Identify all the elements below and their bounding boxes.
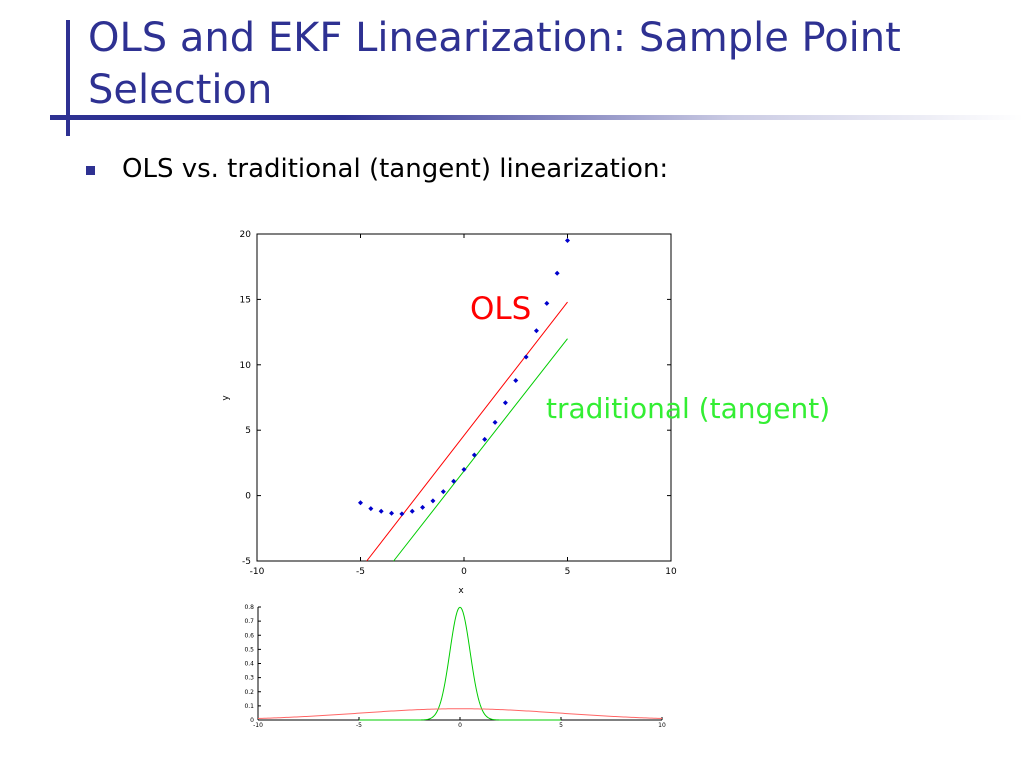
chart1-xtick-label: -10: [250, 567, 265, 577]
chart2-axes: 0 0.1 0.2 0.3 0.4 0.5 0.6 0.7 0.8 -10 -5 0 5 10: [244, 604, 666, 729]
ols-line: [366, 301, 568, 562]
chart1-xtick-label: 5: [565, 567, 571, 577]
scatter-point: [409, 508, 415, 514]
chart1-ytick-label: 0: [245, 492, 251, 502]
scatter-point: [420, 504, 426, 510]
chart2-ytick-label: 0.3: [244, 675, 254, 682]
chart1-xlabel: x: [458, 586, 464, 596]
chart1-xtick-label: 0: [461, 567, 467, 577]
narrow-gaussian-curve: [359, 606, 561, 721]
scatter-point: [492, 419, 498, 425]
chart2-ytick-label: 0.4: [244, 661, 254, 668]
chart2-xtick-label: 0: [458, 722, 462, 729]
chart2-ytick-label: 0.8: [244, 604, 254, 611]
chart2-ytick-label: 0.7: [244, 618, 254, 625]
title-underline-bar: [50, 115, 1024, 120]
scatter-point: [544, 300, 550, 306]
scatter-point: [461, 466, 467, 472]
tangent-line: [393, 338, 568, 562]
scatter-point: [502, 400, 508, 406]
chart1-xtick-label: -5: [356, 567, 365, 577]
scatter-point: [399, 511, 405, 517]
scatter-point: [554, 270, 560, 276]
chart1-ytick-label: 5: [245, 426, 251, 436]
chart1-frame: [256, 233, 672, 562]
title-accent-vertical-bar: [66, 20, 70, 136]
bullet-square-icon: [86, 166, 95, 175]
chart2-ytick-label: 0.5: [244, 646, 254, 653]
scatter-point: [513, 377, 519, 383]
scatter-point: [378, 508, 384, 514]
chart2-xtick-label: 10: [658, 722, 666, 729]
chart2-ytick-label: 0: [250, 717, 254, 724]
scatter-point: [389, 510, 395, 516]
scatter-point: [482, 436, 488, 442]
slide-title: OLS and EKF Linearization: Sample Point …: [88, 15, 901, 113]
bullet-text: OLS vs. traditional (tangent) linearizat…: [122, 154, 669, 184]
scatter-point: [430, 498, 436, 504]
chart1-ytick-label: 20: [240, 230, 252, 240]
chart1-ytick-label: 10: [240, 361, 252, 371]
chart1-ylabel: y: [221, 395, 231, 401]
chart2-xtick-label: -10: [253, 722, 263, 729]
chart2-xtick-label: -5: [356, 722, 362, 729]
scatter-point: [523, 354, 529, 360]
chart1-xtick-label: 10: [665, 567, 677, 577]
scatter-point: [565, 238, 570, 244]
tangent-annotation: traditional (tangent): [546, 392, 830, 425]
ols-annotation: OLS: [470, 291, 531, 327]
scatter-point: [358, 500, 363, 506]
scatter-point: [533, 328, 539, 334]
chart2-ytick-label: 0.6: [244, 632, 254, 639]
chart1-ytick-label: 15: [240, 295, 251, 305]
scatter-point: [471, 452, 477, 458]
wide-gaussian-curve: [257, 708, 663, 719]
chart2-ytick-label: 0.1: [244, 703, 254, 710]
chart2-xtick-label: 5: [559, 722, 563, 729]
chart1-ytick-label: -5: [242, 557, 251, 567]
chart1-points: [358, 238, 570, 517]
scatter-point: [451, 478, 457, 484]
scatter-point: [440, 489, 446, 495]
chart2-ytick-label: 0.2: [244, 689, 254, 696]
chart2-curves: [257, 606, 663, 721]
chart1-lines: [366, 301, 568, 562]
scatter-point: [368, 506, 374, 512]
